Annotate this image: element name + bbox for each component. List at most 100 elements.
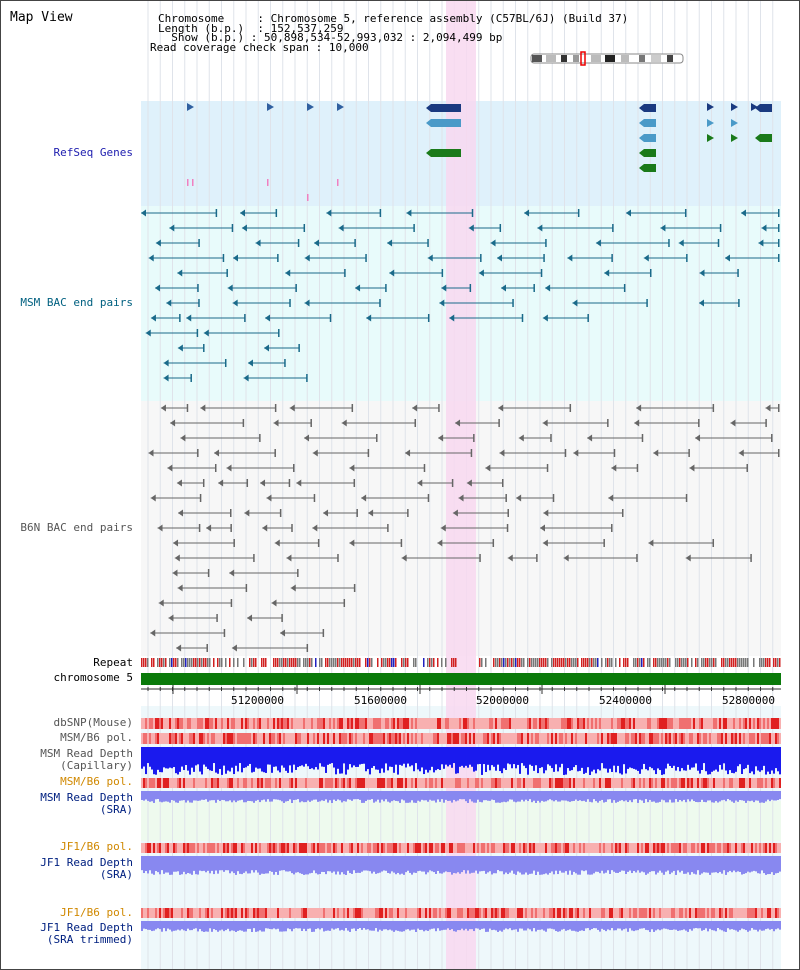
repeat-element	[677, 658, 679, 667]
repeat-element	[769, 658, 771, 667]
repeat-element	[253, 658, 255, 667]
msm-capillary-depth-bar	[255, 747, 257, 768]
msm-b6-pol-density	[601, 778, 603, 788]
track-label-refseq[interactable]: RefSeq Genes	[53, 146, 133, 159]
jf1-sra-depth-bar	[653, 856, 655, 872]
msm-capillary-depth-bar	[515, 747, 517, 769]
msm-b6-pol-density	[721, 778, 723, 788]
jf1-sra-depth-bar	[511, 856, 513, 871]
b6n-bac-pair-end	[178, 509, 184, 517]
msm-b6-pol-density	[661, 778, 663, 788]
ideogram-position-marker	[580, 51, 586, 66]
msm-sra-depth-bar	[297, 791, 299, 800]
msm-sra-depth-bar	[413, 791, 415, 803]
msm-b6-pol-density	[463, 733, 465, 744]
msm-bac-pair-end	[329, 314, 332, 322]
repeat-element	[201, 658, 203, 667]
jf1-b6-pol-density	[191, 843, 193, 853]
jf1-b6-pol-density	[451, 843, 453, 853]
b6n-bac-pair-end	[310, 419, 312, 427]
msm-b6-pol-density	[313, 733, 315, 744]
msm-b6-pol-density	[195, 778, 197, 788]
repeat-element	[571, 658, 573, 667]
msm-b6-pol-density	[361, 778, 363, 788]
jf1-b6-pol-density	[363, 843, 365, 853]
jf1-sra-depth-bar	[525, 856, 527, 873]
track-label-b6n-bac[interactable]: B6N BAC end pairs	[20, 521, 133, 534]
jf1-sra-depth-bar	[507, 856, 509, 875]
track-label-msm-bac[interactable]: MSM BAC end pairs	[20, 296, 133, 309]
msm-bac-pair-end	[758, 239, 764, 247]
dbsnp-density	[475, 718, 477, 729]
dbsnp-density	[483, 718, 485, 729]
jf1-sra-depth-bar	[305, 856, 307, 875]
jf1-sra-depth-bar	[577, 856, 579, 875]
repeat-element	[349, 658, 351, 667]
repeat-element	[157, 658, 159, 667]
jf1-trimmed-depth-bar	[299, 921, 301, 929]
msm-capillary-depth-bar	[707, 747, 709, 775]
jf1-trimmed-depth-bar	[555, 921, 557, 932]
jf1-b6-pol-density	[653, 843, 655, 853]
jf1-trimmed-depth-bar	[221, 921, 223, 930]
dbsnp-density	[491, 718, 493, 729]
msm-capillary-depth-bar	[367, 747, 369, 770]
jf1-trimmed-depth-bar	[411, 921, 413, 930]
msm-capillary-depth-bar	[383, 747, 385, 773]
dbsnp-density	[625, 718, 627, 729]
msm-capillary-depth-bar	[681, 747, 683, 769]
jf1-trimmed-depth-bar	[269, 921, 271, 929]
jf1-trimmed-depth-bar	[189, 921, 191, 931]
jf1-trimmed-depth-bar	[729, 921, 731, 930]
jf1-sra-depth-bar	[535, 856, 537, 875]
msm-b6-pol-density	[409, 778, 411, 788]
msm-b6-pol-density	[613, 733, 615, 744]
msm-capillary-depth-bar	[591, 747, 593, 772]
jf1-b6-pol-density	[623, 843, 625, 853]
jf1-b6-pol-density	[703, 908, 705, 918]
msm-b6-pol-density	[447, 778, 449, 788]
msm-b6-pol-density	[421, 778, 423, 788]
jf1-trimmed-depth-bar	[199, 921, 201, 930]
jf1-b6-pol-density	[727, 908, 729, 918]
track-label-msm-depth-cap: MSM Read Depth	[40, 747, 133, 760]
jf1-b6-pol-density	[343, 843, 345, 853]
jf1-sra-depth-bar	[593, 856, 595, 874]
jf1-trimmed-depth-bar	[291, 921, 293, 932]
jf1-b6-pol-density	[415, 908, 417, 918]
msm-capillary-depth-bar	[319, 747, 321, 764]
msm-b6-pol-density	[689, 778, 691, 788]
msm-b6-pol-density	[681, 733, 683, 744]
jf1-b6-pol-density	[525, 843, 527, 853]
jf1-sra-depth-bar	[365, 856, 367, 871]
msm-b6-pol-density	[161, 733, 163, 744]
jf1-b6-pol-density	[213, 843, 215, 853]
b6n-bac-pair-end	[611, 464, 617, 472]
jf1-sra-depth-bar	[361, 856, 363, 872]
dbsnp-density	[343, 718, 345, 729]
msm-bac-pair-end	[524, 209, 530, 217]
msm-b6-pol-density	[671, 733, 673, 744]
jf1-sra-depth-bar	[369, 856, 371, 872]
msm-sra-depth-bar	[529, 791, 531, 800]
msm-b6-pol-density	[305, 733, 307, 744]
jf1-b6-pol-density	[643, 843, 645, 853]
jf1-sra-depth-bar	[633, 856, 635, 872]
msm-sra-depth-bar	[341, 791, 343, 803]
gene-mark	[267, 179, 269, 186]
dbsnp-density	[521, 718, 523, 729]
jf1-b6-pol-density	[233, 908, 235, 918]
dbsnp-density	[285, 718, 287, 729]
jf1-sra-depth-bar	[303, 856, 305, 875]
jf1-sra-depth-bar	[589, 856, 591, 875]
jf1-sra-depth-bar	[173, 856, 175, 872]
repeat-element	[251, 658, 253, 667]
dbsnp-density	[363, 718, 365, 729]
repeat-element	[587, 658, 589, 667]
jf1-b6-pol-density	[557, 908, 559, 918]
jf1-trimmed-depth-bar	[553, 921, 555, 930]
dbsnp-density	[301, 718, 303, 729]
msm-sra-depth-bar	[575, 791, 577, 800]
jf1-sra-depth-bar	[215, 856, 217, 871]
